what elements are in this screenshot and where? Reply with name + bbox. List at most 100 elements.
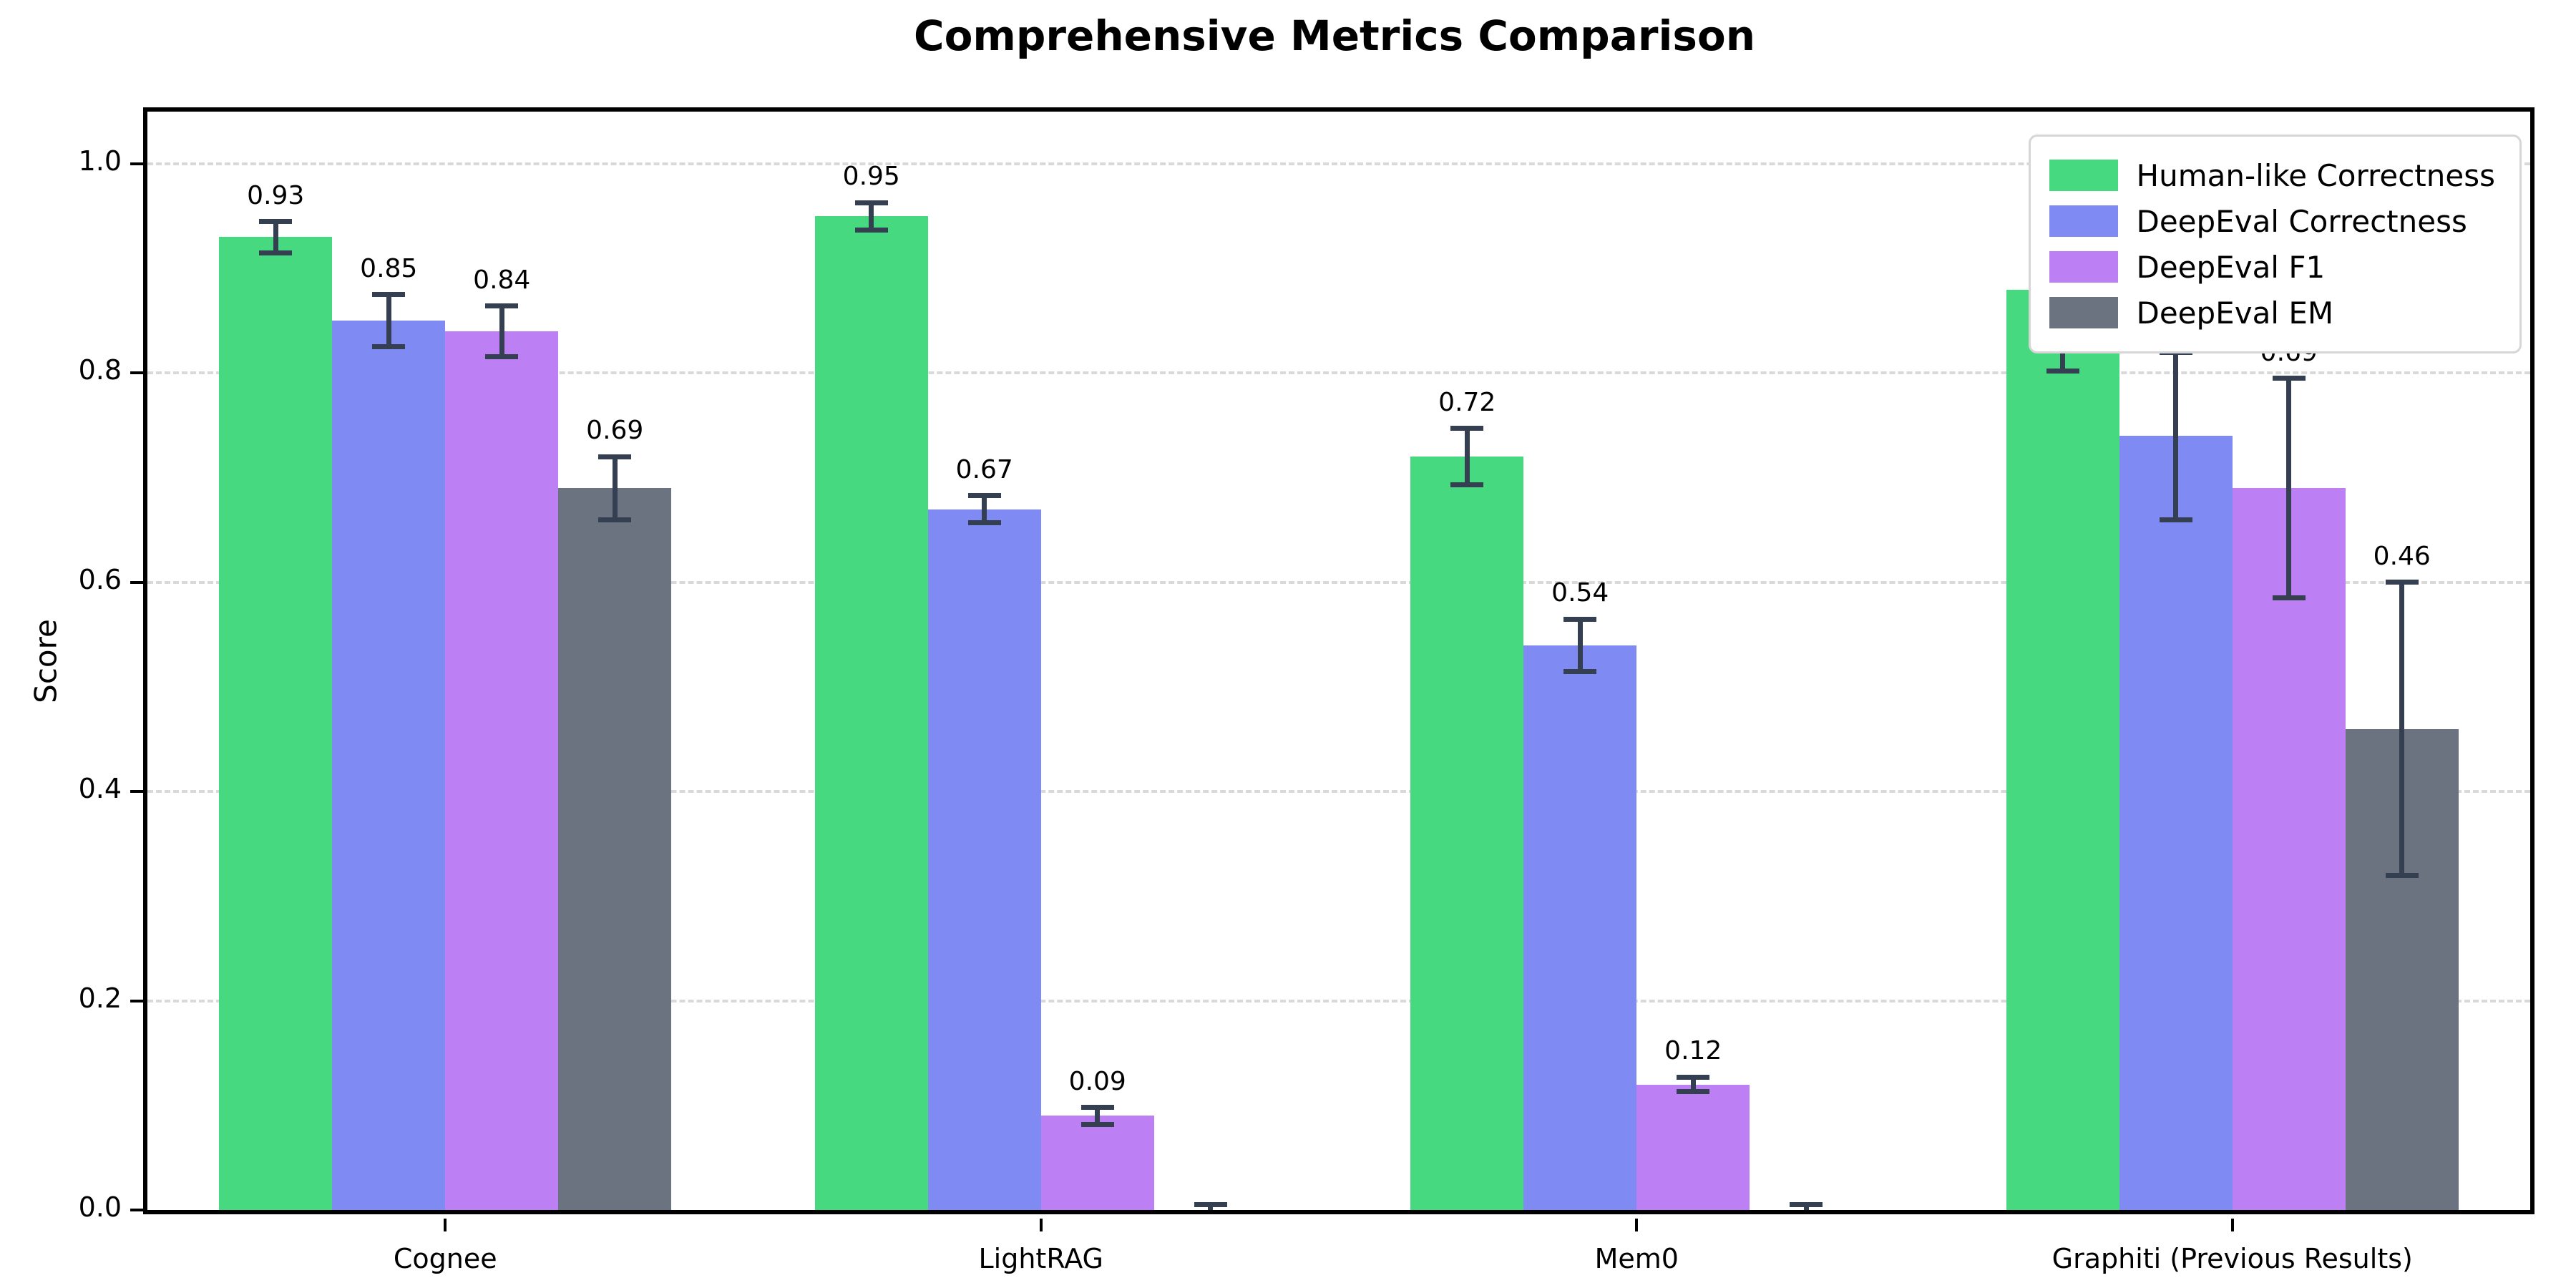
x-tick-mark xyxy=(2230,1219,2234,1231)
bar-value-label: 0.85 xyxy=(360,253,418,283)
bar-deepeval-f1-1 xyxy=(1040,1116,1154,1210)
legend-swatch xyxy=(2049,205,2118,237)
error-bar-cap-bottom xyxy=(854,227,888,233)
bar-deepeval-correctness-0 xyxy=(332,321,446,1210)
error-bar-cap-top xyxy=(485,303,519,309)
error-bar xyxy=(1803,1204,1809,1210)
error-bar xyxy=(982,495,987,523)
x-tick-mark xyxy=(1635,1219,1639,1231)
bar-deepeval-em-0 xyxy=(558,488,672,1210)
error-bar-cap-bottom xyxy=(259,250,293,255)
bar-value-label: 0.93 xyxy=(247,180,305,210)
legend: Human-like Correctness DeepEval Correctne… xyxy=(2028,135,2522,353)
error-bar xyxy=(386,294,391,347)
error-bar-cap-bottom xyxy=(372,344,406,350)
legend-swatch xyxy=(2049,160,2118,191)
error-bar xyxy=(1577,619,1583,672)
error-bar-cap-bottom xyxy=(1080,1121,1114,1127)
error-bar-cap-top xyxy=(967,493,1001,499)
error-bar-cap-top xyxy=(854,200,888,205)
legend-swatch xyxy=(2049,297,2118,328)
error-bar xyxy=(869,203,874,230)
error-bar xyxy=(1095,1107,1101,1125)
error-bar-cap-top xyxy=(259,219,293,224)
error-bar-cap-top xyxy=(1194,1202,1227,1208)
bar-value-label: 0.54 xyxy=(1551,578,1609,608)
error-bar xyxy=(2286,378,2292,598)
error-bar-cap-bottom xyxy=(2272,595,2306,601)
error-bar-cap-bottom xyxy=(1677,1089,1710,1095)
error-bar-cap-bottom xyxy=(967,520,1001,526)
y-tick-mark xyxy=(130,790,143,794)
error-bar xyxy=(1464,428,1470,485)
bar-value-label: 0.69 xyxy=(586,416,644,446)
y-tick-mark xyxy=(130,999,143,1002)
legend-item: DeepEval EM xyxy=(2049,290,2496,336)
error-bar-cap-top xyxy=(2272,376,2306,381)
y-tick-label: 0.4 xyxy=(78,773,122,805)
bar-value-label: 0.84 xyxy=(473,265,531,295)
error-bar xyxy=(499,306,504,357)
bar-value-label: 0.67 xyxy=(955,454,1013,484)
y-tick-label: 0.8 xyxy=(78,354,122,386)
y-tick-mark xyxy=(130,1209,143,1211)
legend-item: DeepEval F1 xyxy=(2049,244,2496,290)
error-bar-cap-bottom xyxy=(2385,872,2419,878)
error-bar xyxy=(2399,582,2405,876)
bar-human-like-correctness-3 xyxy=(2006,289,2119,1210)
y-tick-mark xyxy=(130,580,143,584)
error-bar-cap-top xyxy=(372,292,406,298)
error-bar-cap-bottom xyxy=(485,353,519,359)
error-bar xyxy=(273,221,278,253)
bar-value-label: 0.72 xyxy=(1438,387,1496,417)
legend-label: DeepEval EM xyxy=(2136,295,2334,331)
bar-deepeval-correctness-3 xyxy=(2119,436,2233,1210)
legend-item: Human-like Correctness xyxy=(2049,152,2495,198)
y-tick-label: 1.0 xyxy=(78,145,122,177)
error-bar-cap-bottom xyxy=(1563,668,1597,674)
chart-title: Comprehensive Metrics Comparison xyxy=(914,11,1755,60)
x-tick-label-3: Graphiti (Previous Results) xyxy=(2051,1243,2413,1274)
error-bar-cap-bottom xyxy=(2159,517,2192,522)
gridline-0.8 xyxy=(147,371,2530,375)
x-tick-label-1: LightRAG xyxy=(978,1243,1103,1274)
y-tick-label: 0.0 xyxy=(78,1191,122,1223)
error-bar-cap-top xyxy=(1563,616,1597,622)
legend-item: DeepEval Correctness xyxy=(2049,198,2496,244)
gridline-0.4 xyxy=(147,790,2530,794)
error-bar xyxy=(2173,352,2179,520)
bar-deepeval-f1-3 xyxy=(2232,488,2346,1210)
error-bar-cap-top xyxy=(1790,1202,1823,1208)
gridline-0.6 xyxy=(147,580,2530,584)
bar-deepeval-correctness-1 xyxy=(927,509,1041,1210)
bar-human-like-correctness-2 xyxy=(1410,457,1524,1210)
y-tick-label: 0.6 xyxy=(78,563,122,595)
y-axis-label: Score xyxy=(28,618,64,703)
error-bar-cap-top xyxy=(2385,580,2419,585)
error-bar-cap-bottom xyxy=(2046,369,2079,374)
bar-human-like-correctness-0 xyxy=(219,237,333,1210)
y-tick-mark xyxy=(130,371,143,375)
bar-deepeval-f1-0 xyxy=(445,331,559,1210)
y-tick-mark xyxy=(130,162,143,166)
bar-value-label: 0.95 xyxy=(842,162,900,192)
error-bar-cap-top xyxy=(1677,1074,1710,1080)
x-tick-mark xyxy=(1039,1219,1043,1231)
error-bar-cap-top xyxy=(1450,426,1484,431)
bar-value-label: 0.09 xyxy=(1068,1066,1126,1096)
x-tick-mark xyxy=(444,1219,447,1231)
error-bar xyxy=(1208,1204,1214,1210)
bar-human-like-correctness-1 xyxy=(814,216,928,1210)
gridline-0.2 xyxy=(147,999,2530,1002)
bar-deepeval-correctness-2 xyxy=(1523,645,1637,1210)
gridline-1.0 xyxy=(147,162,2530,166)
bar-deepeval-f1-2 xyxy=(1636,1084,1750,1210)
plot-area: Score Human-like Correctness DeepEval Cor… xyxy=(29,107,2534,1274)
error-bar-cap-top xyxy=(1080,1105,1114,1111)
y-tick-label: 0.2 xyxy=(78,982,122,1014)
error-bar xyxy=(1690,1077,1696,1092)
error-bar-cap-top xyxy=(598,454,632,459)
bar-value-label: 0.46 xyxy=(2373,541,2431,571)
x-tick-label-0: Cognee xyxy=(393,1243,497,1274)
error-bar xyxy=(612,457,618,520)
